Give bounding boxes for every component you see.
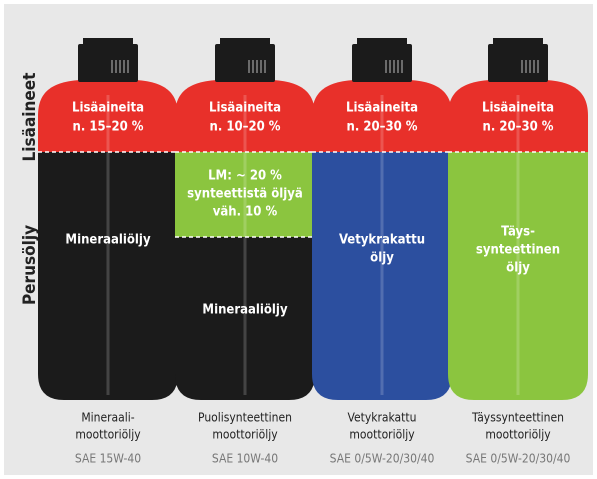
- oil-name: moottoriöljy: [485, 428, 551, 442]
- base-label: öljy: [506, 261, 530, 276]
- side-label: Lisäaineet: [20, 73, 40, 162]
- synthetic-label: synteettistä öljyä: [187, 187, 303, 202]
- additive-label: Lisäaineita: [209, 101, 281, 116]
- oil-grade: SAE 15W-40: [75, 452, 141, 466]
- base-label: öljy: [370, 251, 394, 266]
- oil-name: moottoriöljy: [75, 428, 141, 442]
- oil-name: Täyssynteettinen: [471, 411, 564, 425]
- oil-name: Vetykrakattu: [348, 411, 417, 425]
- cap: [78, 44, 138, 82]
- oil-grade: SAE 0/5W-20/30/40: [330, 452, 435, 466]
- base-label: Mineraaliöljy: [202, 303, 288, 318]
- additive-label: n. 20–30 %: [482, 120, 553, 135]
- synthetic-label: väh. 10 %: [213, 205, 278, 220]
- cap: [352, 44, 412, 82]
- additive-label: n. 15–20 %: [72, 120, 143, 135]
- base-label: Mineraaliöljy: [65, 233, 151, 248]
- oil-grade: SAE 0/5W-20/30/40: [466, 452, 571, 466]
- synthetic-label: LM: ~ 20 %: [208, 169, 282, 184]
- additive-label: n. 10–20 %: [209, 120, 280, 135]
- additive-label: Lisäaineita: [346, 101, 418, 116]
- oil-grade: SAE 10W-40: [212, 452, 278, 466]
- cap: [488, 44, 548, 82]
- additive-label: Lisäaineita: [72, 101, 144, 116]
- base-label: Täys-: [501, 225, 535, 240]
- infographic: Lisäaineet Perusöljy Lisäaineita n. 15–20…: [0, 0, 597, 479]
- side-label: Perusöljy: [20, 225, 40, 305]
- oil-name: moottoriöljy: [212, 428, 278, 442]
- additive-label: Lisäaineita: [482, 101, 554, 116]
- additive-label: n. 20–30 %: [346, 120, 417, 135]
- base-label: synteettinen: [476, 243, 560, 258]
- oil-name: Mineraali-: [81, 411, 134, 425]
- oil-name: moottoriöljy: [349, 428, 415, 442]
- cap: [215, 44, 275, 82]
- oil-name: Puolisynteettinen: [198, 411, 292, 425]
- base-label: Vetykrakattu: [339, 233, 425, 248]
